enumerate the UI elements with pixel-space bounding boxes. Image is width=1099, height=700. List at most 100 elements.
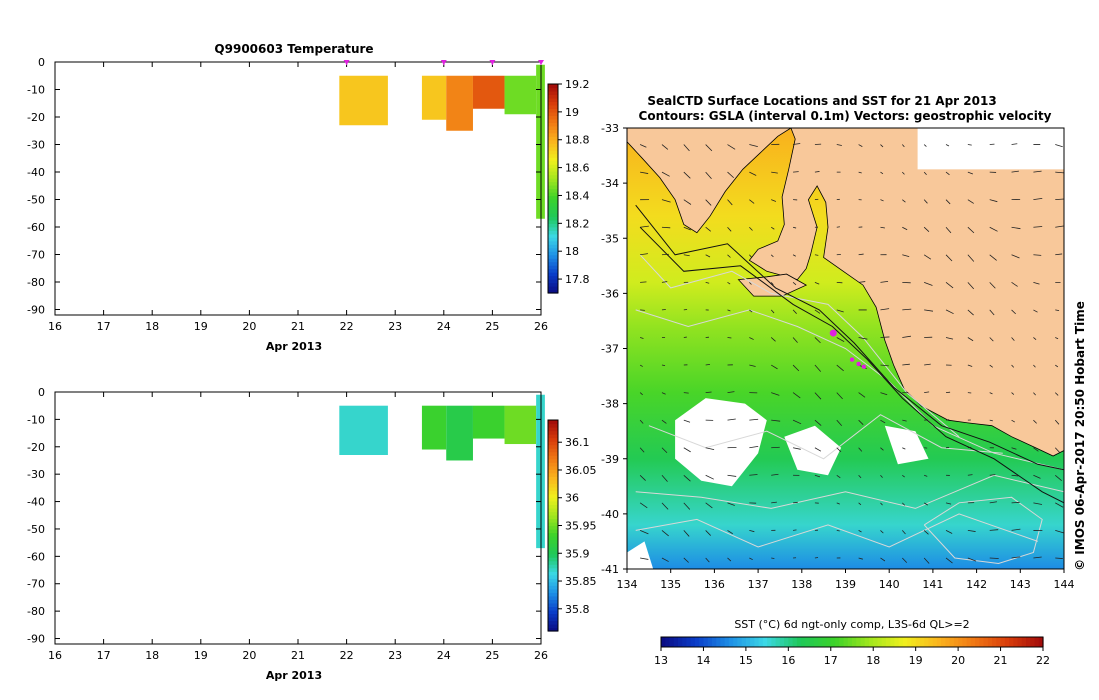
gsla-contour-4 (639, 254, 960, 438)
sst-colorbar-swatch-24 (762, 637, 768, 647)
velocity-vector-42 (683, 419, 691, 423)
panel0-profile-marker-24 (440, 60, 447, 65)
velocity-vector-1 (640, 171, 649, 174)
velocity-vector-92 (749, 474, 758, 476)
velocity-vector-19 (661, 226, 671, 229)
panel0-colorbar-swatch-18 (548, 226, 558, 231)
panel0-colorbar-swatch-54 (548, 101, 558, 106)
velocity-vector-246 (967, 309, 974, 316)
sst-colorbar-swatch-0 (661, 637, 666, 647)
velocity-vector-109 (771, 501, 777, 504)
map-ytick-label--35: -35 (601, 232, 619, 245)
velocity-vector-254 (967, 530, 976, 532)
panel1-colorbar-swatch-11 (548, 588, 558, 593)
sst-colorbar-swatch-30 (788, 637, 794, 647)
panel0-colorbar-swatch-20 (548, 219, 558, 224)
velocity-vector-198 (902, 308, 912, 311)
panel0-ytick-label--60: -60 (27, 221, 45, 234)
velocity-vector-281 (1011, 392, 1015, 395)
map-xtick-label-138: 138 (791, 578, 812, 591)
panel0-xtick-label-18: 18 (145, 320, 159, 333)
sst-colorbar-swatch-47 (860, 637, 866, 647)
panel1-colorbar-swatch-34 (548, 507, 558, 513)
panel0-colorbar-swatch-55 (548, 97, 558, 103)
sst-colorbar-swatch-14 (720, 637, 726, 647)
velocity-vector-44 (683, 474, 691, 482)
panel0-colorbar-label-18.2: 18.2 (565, 217, 590, 230)
velocity-vector-57 (705, 391, 712, 393)
panel0-colorbar-swatch-56 (548, 94, 558, 99)
panel0-colorbar-swatch-49 (548, 118, 558, 123)
velocity-vector-230 (945, 309, 954, 315)
panel0-colorbar-swatch-53 (548, 104, 558, 109)
panel1-ytick-label--40: -40 (27, 496, 45, 509)
velocity-vector-252 (967, 474, 973, 476)
panel1-cell-3 (472, 405, 505, 439)
sst-colorbar-swatch-58 (907, 637, 913, 647)
gsla-contour-1 (635, 474, 1064, 509)
velocity-vector-161 (858, 171, 862, 174)
panel0-colorbar-swatch-45 (548, 132, 558, 137)
panel0-colorbar-swatch-13 (548, 244, 558, 249)
map-layer (627, 128, 1064, 569)
panel1-colorbar-swatch-30 (548, 521, 558, 527)
sst-colorbar-swatch-45 (852, 637, 857, 647)
velocity-vector-86 (749, 309, 753, 313)
velocity-vector-272 (1011, 143, 1018, 145)
velocity-vector-187 (880, 447, 884, 451)
velocity-vector-205 (902, 502, 906, 506)
sst-colorbar-swatch-63 (928, 637, 934, 647)
panel0-colorbar-swatch-0 (548, 289, 558, 294)
panel0-colorbar-swatch-46 (548, 129, 558, 134)
velocity-vector-271 (989, 557, 999, 559)
velocity-vector-15 (640, 557, 649, 560)
sst-colorbar-swatch-20 (745, 637, 751, 647)
velocity-vector-313 (1054, 392, 1059, 396)
velocity-vector-240 (967, 144, 972, 146)
velocity-vector-258 (989, 199, 998, 203)
velocity-vector-84 (749, 254, 752, 258)
velocity-vector-137 (814, 392, 822, 400)
panel0-colorbar-label-19: 19 (565, 106, 579, 119)
sst-colorbar-label-19: 19 (909, 654, 923, 667)
velocity-vector-186 (880, 419, 886, 424)
sst-colorbar-label-13: 13 (654, 654, 668, 667)
map-xtick-label-137: 137 (748, 578, 769, 591)
velocity-vector-144 (836, 144, 842, 146)
velocity-vector-97 (771, 171, 778, 174)
velocity-vector-16 (661, 144, 669, 150)
panel1-colorbar-swatch-5 (548, 609, 558, 615)
velocity-vector-105 (771, 392, 780, 396)
panel1-colorbar-swatch-33 (548, 511, 558, 516)
velocity-vector-285 (1011, 501, 1020, 504)
sst-colorbar-swatch-62 (924, 637, 929, 647)
sst-colorbar-swatch-65 (936, 637, 942, 647)
velocity-vector-61 (705, 502, 713, 509)
panel1-cell-0 (339, 405, 388, 455)
temperature-chart-xlabel: Apr 2013 (266, 340, 322, 353)
map-xtick-label-141: 141 (922, 578, 943, 591)
velocity-vector-185 (880, 392, 888, 396)
sst-colorbar-swatch-5 (682, 637, 688, 647)
panel1-colorbar-swatch-46 (548, 465, 558, 470)
land-mainland (627, 128, 1064, 457)
panel0-colorbar-swatch-16 (548, 233, 558, 238)
velocity-vector-263 (989, 337, 994, 342)
map-ytick-label--33: -33 (601, 122, 619, 135)
sst-colorbar-swatch-56 (898, 637, 904, 647)
panel0-xtick-label-19: 19 (194, 320, 208, 333)
velocity-vector-292 (1033, 254, 1042, 256)
velocity-vector-317 (1055, 502, 1064, 508)
panel1-colorbar-swatch-0 (548, 627, 558, 632)
velocity-vector-178 (880, 199, 884, 202)
sst-colorbar-swatch-49 (868, 637, 874, 647)
panel0-colorbar-swatch-37 (548, 160, 558, 165)
no-data-corner (917, 128, 1064, 170)
velocity-vector-173 (858, 502, 862, 506)
panel0-colorbar-swatch-17 (548, 230, 558, 235)
sst-colorbar-swatch-12 (711, 637, 717, 647)
velocity-vector-10 (639, 419, 644, 424)
panel1-colorbar-swatch-24 (548, 543, 558, 548)
sst-colorbar-swatch-21 (750, 637, 755, 647)
velocity-vector-307 (1055, 225, 1064, 228)
